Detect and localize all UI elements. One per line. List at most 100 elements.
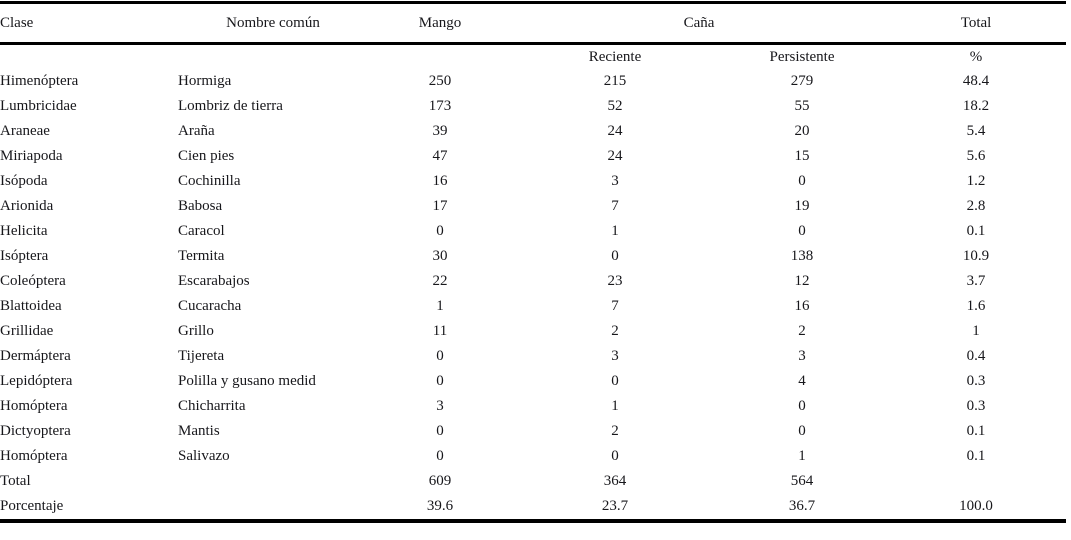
cell-mango: 0 [436, 448, 444, 464]
cell-nombre: Termita [178, 248, 225, 264]
cell-persistente: 138 [790, 248, 814, 264]
cell-pct: 48.4 [962, 73, 990, 89]
document-page: Clase Nombre común Mango Caña Total Reci… [0, 1, 1067, 523]
cell-mango: 17 [432, 198, 448, 214]
cell-clase: Dermáptera [0, 348, 71, 364]
cell-reciente: 2 [611, 423, 619, 439]
cell-clase: Dictyoptera [0, 423, 71, 439]
cell-pct: 1.6 [966, 298, 986, 314]
cell-mango: 0 [436, 223, 444, 239]
table-row: Arionida Babosa 17 7 19 2.8 [0, 194, 1066, 219]
cell-reciente: 23 [607, 273, 623, 289]
cell-nombre: Grillo [178, 323, 214, 339]
col-header-nombre: Nombre común [178, 1, 368, 45]
cell-nombre: Cochinilla [178, 173, 241, 189]
cell-clase: Grillidae [0, 323, 54, 339]
cell-persistente: 564 [790, 473, 814, 489]
cell-pct: 3.7 [966, 273, 986, 289]
cell-pct: 5.4 [966, 123, 986, 139]
cell-reciente: 3 [611, 348, 619, 364]
cell-pct: 18.2 [962, 98, 990, 114]
cell-mango: 39 [432, 123, 448, 139]
table-row: Lepidóptera Polilla y gusano medid 0 0 4… [0, 369, 1066, 394]
col-header-pct: % [969, 48, 983, 65]
cell-persistente: 3 [798, 348, 806, 364]
cell-mango: 250 [428, 73, 452, 89]
cell-reciente: 52 [607, 98, 623, 114]
col-header-total: Total [886, 1, 1067, 45]
cell-mango: 0 [436, 348, 444, 364]
cell-nombre: Salivazo [178, 448, 230, 464]
cell-reciente: 1 [611, 223, 619, 239]
cell-persistente: 279 [790, 73, 814, 89]
cell-pct: 0.4 [966, 348, 986, 364]
cell-clase: Arionida [0, 198, 54, 214]
cell-pct: 2.8 [966, 198, 986, 214]
cell-reciente: 3 [611, 173, 619, 189]
cell-persistente: 0 [798, 423, 806, 439]
col-header-cana: Caña [512, 1, 887, 45]
cell-mango: 0 [436, 423, 444, 439]
table-row: Helicita Caracol 0 1 0 0.1 [0, 219, 1066, 244]
total-row: Total 609 364 564 [0, 469, 1066, 494]
spacer-cell [0, 44, 178, 70]
cell-mango: 39.6 [368, 494, 512, 523]
cell-clase: Himenóptera [0, 73, 79, 89]
cell-reciente: 0 [611, 448, 619, 464]
cell-clase: Total [0, 473, 31, 489]
spacer-cell [368, 44, 512, 70]
cell-mango: 3 [436, 398, 444, 414]
table-row: Homóptera Salivazo 0 0 1 0.1 [0, 444, 1066, 469]
cell-reciente: 24 [607, 123, 623, 139]
cell-clase: Porcentaje [0, 494, 178, 523]
cell-nombre [178, 469, 368, 494]
cell-persistente: 55 [794, 98, 810, 114]
cell-persistente: 12 [794, 273, 810, 289]
cell-reciente: 24 [607, 148, 623, 164]
table-row: Homóptera Chicharrita 3 1 0 0.3 [0, 394, 1066, 419]
cell-mango: 22 [432, 273, 448, 289]
cell-clase: Homóptera [0, 398, 68, 414]
spacer-cell [178, 44, 368, 70]
cell-nombre: Chicharrita [178, 398, 246, 414]
cell-mango: 173 [428, 98, 452, 114]
species-count-table: Clase Nombre común Mango Caña Total Reci… [0, 1, 1067, 523]
cell-mango: 47 [432, 148, 448, 164]
cell-persistente: 1 [798, 448, 806, 464]
table-row: Isóptera Termita 30 0 138 10.9 [0, 244, 1066, 269]
col-header-reciente: Reciente [588, 48, 642, 65]
table-row: Araneae Araña 39 24 20 5.4 [0, 119, 1066, 144]
cell-mango: 16 [432, 173, 448, 189]
cell-reciente: 7 [611, 198, 619, 214]
cell-persistente: 0 [798, 223, 806, 239]
cell-pct: 0.3 [966, 398, 986, 414]
cell-reciente: 1 [611, 398, 619, 414]
cell-persistente: 19 [794, 198, 810, 214]
table-row: Blattoidea Cucaracha 1 7 16 1.6 [0, 294, 1066, 319]
cell-clase: Helicita [0, 223, 48, 239]
cell-pct: 1.2 [966, 173, 986, 189]
header-row-subcolumns: Reciente Persistente % [0, 44, 1066, 70]
cell-clase: Miriapoda [0, 148, 63, 164]
table-row: Grillidae Grillo 11 2 2 1 [0, 319, 1066, 344]
cell-mango: 1 [436, 298, 444, 314]
cell-reciente: 215 [603, 73, 627, 89]
cell-clase: Isópoda [0, 173, 48, 189]
cell-nombre: Cucaracha [178, 298, 242, 314]
table-row: Isópoda Cochinilla 16 3 0 1.2 [0, 169, 1066, 194]
cell-nombre: Babosa [178, 198, 223, 214]
cell-clase: Homóptera [0, 448, 68, 464]
cell-persistente: 2 [798, 323, 806, 339]
cell-mango: 0 [436, 373, 444, 389]
cell-clase: Isóptera [0, 248, 49, 264]
cell-pct: 0.3 [966, 373, 986, 389]
table-row: Dictyoptera Mantis 0 2 0 0.1 [0, 419, 1066, 444]
cell-nombre: Escarabajos [178, 273, 250, 289]
cell-nombre: Lombriz de tierra [178, 98, 283, 114]
col-header-mango: Mango [368, 1, 512, 45]
table-row: Himenóptera Hormiga 250 215 279 48.4 [0, 69, 1066, 94]
table-row: Coleóptera Escarabajos 22 23 12 3.7 [0, 269, 1066, 294]
cell-persistente: 36.7 [718, 494, 887, 523]
col-header-persistente: Persistente [769, 48, 835, 65]
cell-pct: 10.9 [962, 248, 990, 264]
